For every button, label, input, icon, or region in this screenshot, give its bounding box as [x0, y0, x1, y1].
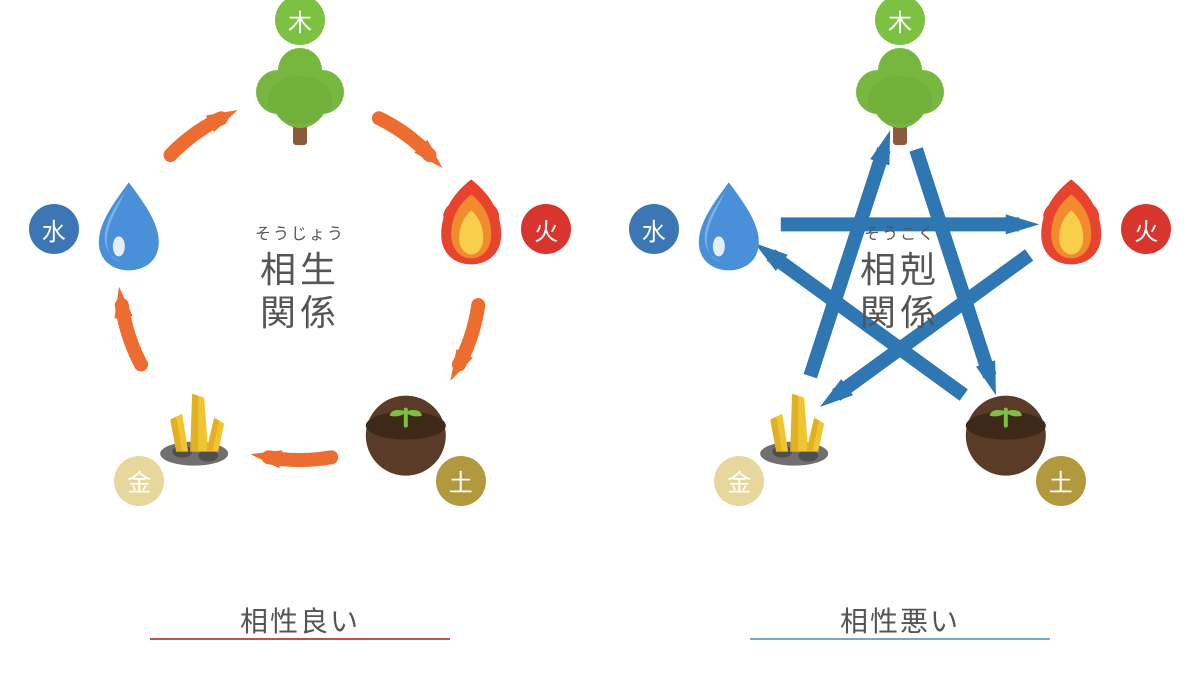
earth-badge: 土 — [436, 456, 486, 506]
caption-good: 相性良い — [150, 600, 450, 640]
furigana: そうこく — [830, 225, 970, 244]
earth-icon — [966, 396, 1046, 476]
title-line: 相生 — [230, 248, 370, 291]
furigana: そうじょう — [230, 225, 370, 244]
earth-icon — [366, 396, 446, 476]
caption-underline — [150, 638, 450, 640]
water-badge: 水 — [29, 204, 79, 254]
fire-icon — [1041, 179, 1101, 264]
panel-overcoming-cycle: 木火土金水そうこく相剋関係相性悪い — [600, 0, 1200, 676]
wood-icon — [256, 48, 344, 145]
title-line: 関係 — [230, 291, 370, 334]
water-icon — [699, 182, 759, 270]
metal-badge: 金 — [114, 456, 164, 506]
water-badge: 水 — [629, 204, 679, 254]
caption-underline — [750, 638, 1050, 640]
metal-icon — [760, 394, 828, 466]
title-line: 相剋 — [830, 248, 970, 291]
fire-icon — [441, 179, 501, 264]
earth-badge: 土 — [1036, 456, 1086, 506]
five-elements-canvas: 木火土金水そうじょう相生関係相性良い 木火土金水そうこく相剋関係相性悪い — [0, 0, 1200, 676]
title-line: 関係 — [830, 291, 970, 334]
panel-generating-cycle: 木火土金水そうじょう相生関係相性良い — [0, 0, 600, 676]
center-label-overcoming: そうこく相剋関係 — [830, 225, 970, 335]
metal-icon — [160, 394, 228, 466]
metal-badge: 金 — [714, 456, 764, 506]
wood-icon — [856, 48, 944, 145]
center-label-generating: そうじょう相生関係 — [230, 225, 370, 335]
caption-bad: 相性悪い — [750, 600, 1050, 640]
water-icon — [99, 182, 159, 270]
